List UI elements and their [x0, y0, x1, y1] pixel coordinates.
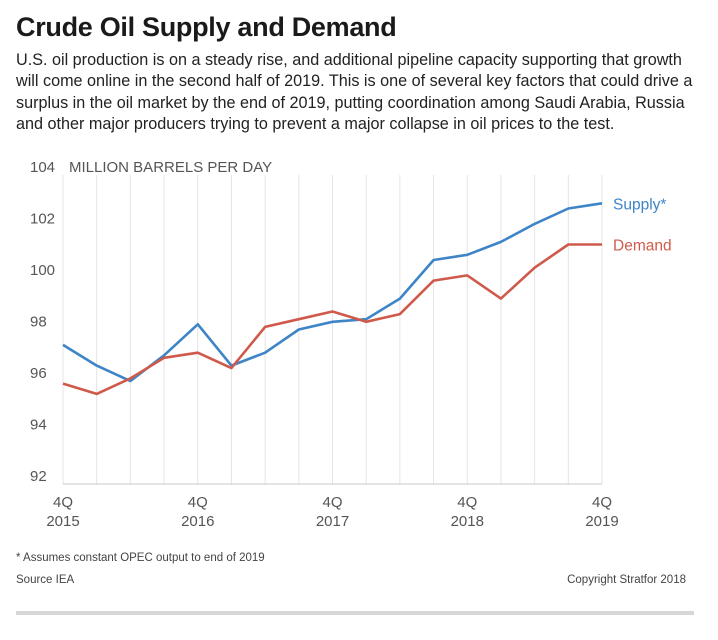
y-tick-label: 92 — [30, 468, 47, 485]
bottom-divider — [16, 611, 694, 615]
y-tick-label: 98 — [30, 314, 47, 331]
y-tick-label: 94 — [30, 417, 47, 434]
y-axis-label: MILLION BARRELS PER DAY — [69, 159, 272, 176]
footnote: * Assumes constant OPEC output to end of… — [16, 552, 265, 564]
x-tick-label-quarter: 4Q — [188, 494, 208, 511]
x-tick-label-year: 2015 — [46, 513, 79, 530]
source-label: Source IEA — [16, 574, 75, 586]
copyright-label: Copyright Stratfor 2018 — [567, 574, 686, 586]
chart-subtitle: U.S. oil production is on a steady rise,… — [16, 51, 693, 134]
x-tick-label-quarter: 4Q — [592, 494, 612, 511]
series-label: Demand — [613, 238, 672, 255]
y-tick-label: 104 — [30, 159, 55, 176]
grid-lines — [62, 175, 603, 484]
x-tick-label-quarter: 4Q — [457, 494, 477, 511]
x-tick-label-quarter: 4Q — [322, 494, 342, 511]
y-tick-label: 100 — [30, 262, 55, 279]
chart-title: Crude Oil Supply and Demand — [16, 12, 397, 42]
series-line-demand — [62, 243, 602, 396]
x-tick-label-quarter: 4Q — [53, 494, 73, 511]
x-tick-label-year: 2016 — [181, 513, 214, 530]
y-tick-label: 102 — [30, 211, 55, 228]
series-label: Supply* — [613, 196, 666, 213]
x-tick-label-year: 2019 — [585, 513, 618, 530]
y-tick-label: 96 — [30, 365, 47, 382]
x-tick-label-year: 2017 — [316, 513, 349, 530]
x-tick-label-year: 2018 — [451, 513, 484, 530]
